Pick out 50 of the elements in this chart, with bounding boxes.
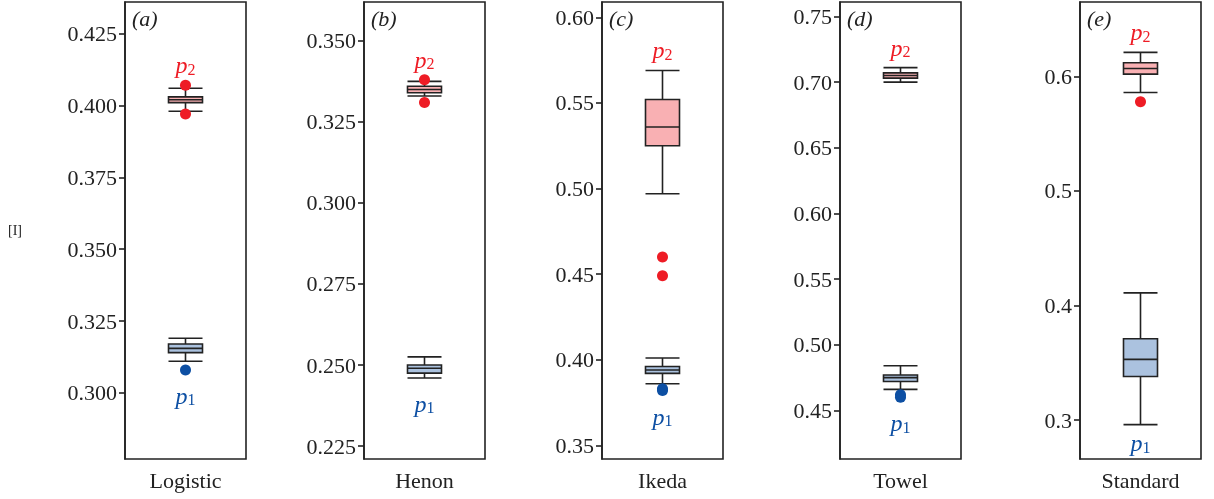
series-label: p1 — [650, 403, 673, 430]
x-tick-label: Standard — [1101, 467, 1180, 493]
series-label: p2 — [412, 46, 435, 73]
series-label: p2 — [888, 34, 911, 61]
chart-title: (c) — [609, 5, 634, 31]
y-tick-label: 0.375 — [67, 164, 117, 190]
y-tick-label: 0.325 — [67, 308, 117, 334]
text: p1 — [1128, 430, 1151, 456]
y-tick-label: 0.55 — [793, 266, 832, 292]
y-tick-label: 0.400 — [67, 92, 117, 118]
chart-title: (b) — [371, 5, 397, 31]
chart-title: (a) — [132, 5, 158, 31]
series-label: p2 — [1128, 19, 1151, 46]
y-tick-label: 0.60 — [555, 4, 594, 30]
series-label: p1 — [888, 410, 911, 437]
y-axis-title: [I] — [8, 223, 22, 238]
y-tick-label: 0.3 — [1044, 407, 1072, 433]
series-label: p2 — [650, 37, 673, 64]
y-tick-label: 0.225 — [306, 433, 356, 459]
x-tick-label: Logistic — [149, 467, 222, 493]
series-label: p1 — [173, 382, 196, 409]
y-tick-label: 0.4 — [1044, 293, 1072, 319]
y-tick-label: 0.75 — [793, 3, 832, 29]
series-label: p1 — [412, 390, 435, 417]
chart-title: (d) — [847, 5, 873, 31]
y-tick-label: 0.5 — [1044, 178, 1072, 204]
y-tick-label: 0.45 — [793, 397, 832, 423]
y-tick-label: 0.65 — [793, 135, 832, 161]
y-tick-label: 0.350 — [306, 28, 356, 54]
y-tick-label: 0.45 — [555, 261, 594, 287]
y-tick-label: 0.70 — [793, 69, 832, 95]
y-tick-label: 0.6 — [1044, 63, 1072, 89]
y-tick-label: 0.35 — [555, 432, 594, 458]
series-label: p2 — [173, 52, 196, 79]
x-tick-label: Ikeda — [638, 467, 688, 493]
y-tick-label: 0.40 — [555, 347, 594, 373]
y-tick-label: 0.300 — [306, 190, 356, 216]
y-tick-label: 0.50 — [793, 332, 832, 358]
y-tick-label: 0.250 — [306, 352, 356, 378]
y-tick-label: 0.60 — [793, 200, 832, 226]
y-tick-label: 0.425 — [67, 21, 117, 47]
chart-title: (e) — [1087, 5, 1112, 31]
y-tick-label: 0.275 — [306, 271, 356, 297]
x-tick-label: Henon — [395, 467, 454, 493]
y-tick-label: 0.300 — [67, 380, 117, 406]
y-tick-label: 0.350 — [67, 236, 117, 262]
x-tick-label: Towel — [873, 467, 928, 493]
y-tick-label: 0.325 — [306, 109, 356, 135]
y-tick-label: 0.55 — [555, 90, 594, 116]
y-tick-label: 0.50 — [555, 176, 594, 202]
